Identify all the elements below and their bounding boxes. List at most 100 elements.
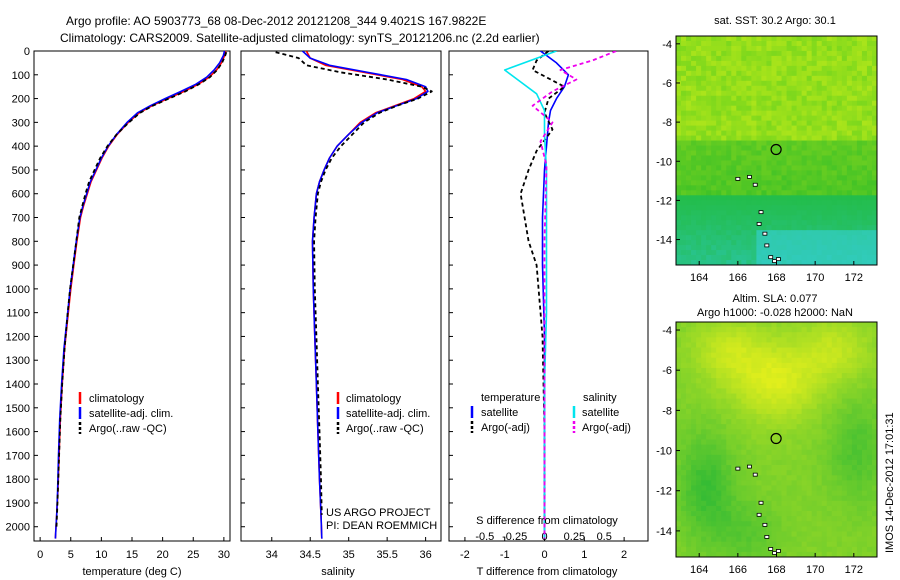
map-cell <box>871 327 878 333</box>
map-cell <box>806 521 813 527</box>
map-cell <box>786 36 792 42</box>
map-cell <box>721 459 727 466</box>
map-cell <box>731 90 737 97</box>
map-cell <box>851 130 858 136</box>
map-cell <box>801 250 808 256</box>
map-cell <box>826 105 833 112</box>
map-cell <box>866 60 873 67</box>
map-cell <box>801 449 808 456</box>
map-cell <box>791 531 798 537</box>
map-cell <box>866 225 873 231</box>
map-cell <box>751 362 757 369</box>
map-cell <box>716 120 722 127</box>
map-cell <box>866 145 873 151</box>
map-cell <box>736 45 742 52</box>
map-cell <box>796 245 803 251</box>
map-cell <box>861 398 868 405</box>
map-cell <box>801 352 808 359</box>
map-cell <box>736 36 742 42</box>
map-cell <box>701 210 707 216</box>
map-cell <box>796 373 803 379</box>
map-cell <box>781 434 787 440</box>
map-cell <box>736 115 742 122</box>
map-cell <box>741 551 747 558</box>
map-cell <box>716 551 722 558</box>
map-cell <box>836 135 843 141</box>
map-cell <box>826 362 833 369</box>
map-cell <box>846 373 853 379</box>
map-cell <box>676 70 682 77</box>
map-cell <box>756 393 762 400</box>
map-cell <box>861 180 868 186</box>
map-cell <box>701 90 707 97</box>
map-cell <box>791 541 798 548</box>
map-cell <box>786 403 792 410</box>
map-cell <box>681 80 687 87</box>
map-cell <box>746 205 752 211</box>
map-cell <box>811 490 818 497</box>
map-cell <box>736 342 742 348</box>
map-cell <box>801 170 808 176</box>
map-cell <box>746 95 752 102</box>
map-cell <box>871 80 878 87</box>
map-cell <box>711 170 717 176</box>
map-cell <box>706 140 712 146</box>
map-cell <box>726 434 732 440</box>
map-cell <box>711 200 717 206</box>
map-cell <box>696 362 702 369</box>
map-cell <box>676 516 682 522</box>
map-cell <box>761 185 767 191</box>
map-cell <box>766 215 772 221</box>
map-cell <box>686 230 692 236</box>
map-cell <box>811 439 818 446</box>
map-cell <box>816 526 823 532</box>
map-cell <box>771 110 777 117</box>
map-cell <box>826 80 833 87</box>
map-cell <box>851 470 858 476</box>
map-cell <box>786 145 792 151</box>
map-x-tick-label: 164 <box>690 564 708 576</box>
map-cell <box>696 465 702 471</box>
map-cell <box>836 541 843 548</box>
map-cell <box>731 230 737 236</box>
map-cell <box>806 434 813 440</box>
map-cell <box>866 190 873 196</box>
map-cell <box>686 327 692 333</box>
map-cell <box>716 260 722 266</box>
map-cell <box>771 205 777 211</box>
map-cell <box>676 347 682 354</box>
x-tick-label: 35.5 <box>376 549 397 561</box>
map-cell <box>696 80 702 87</box>
map-cell <box>781 110 787 117</box>
map-cell <box>856 337 863 343</box>
map-cell <box>811 546 818 553</box>
map-cell <box>771 85 777 92</box>
map-cell <box>776 424 782 430</box>
map-cell <box>731 115 737 122</box>
map-cell <box>736 357 742 364</box>
map-cell <box>716 485 722 491</box>
map-cell <box>831 475 838 481</box>
map-cell <box>841 511 848 517</box>
map-cell <box>756 80 762 87</box>
map-cell <box>856 60 863 67</box>
map-cell <box>826 245 833 251</box>
depth-tick-label: 800 <box>12 236 30 248</box>
map-cell <box>736 434 742 440</box>
map-cell <box>681 398 687 405</box>
map-cell <box>831 250 838 256</box>
map-cell <box>711 80 717 87</box>
map-cell <box>836 470 843 476</box>
map-cell <box>676 449 682 456</box>
map-cell <box>776 495 782 502</box>
depth-tick-label: 900 <box>12 260 30 272</box>
map-cell <box>781 245 787 251</box>
map-cell <box>781 170 787 176</box>
map-cell <box>871 85 878 92</box>
map-cell <box>706 408 712 415</box>
map-cell <box>866 439 873 446</box>
map-cell <box>796 225 803 231</box>
map-cell <box>711 373 717 379</box>
map-cell <box>676 541 682 548</box>
map-cell <box>746 155 752 161</box>
